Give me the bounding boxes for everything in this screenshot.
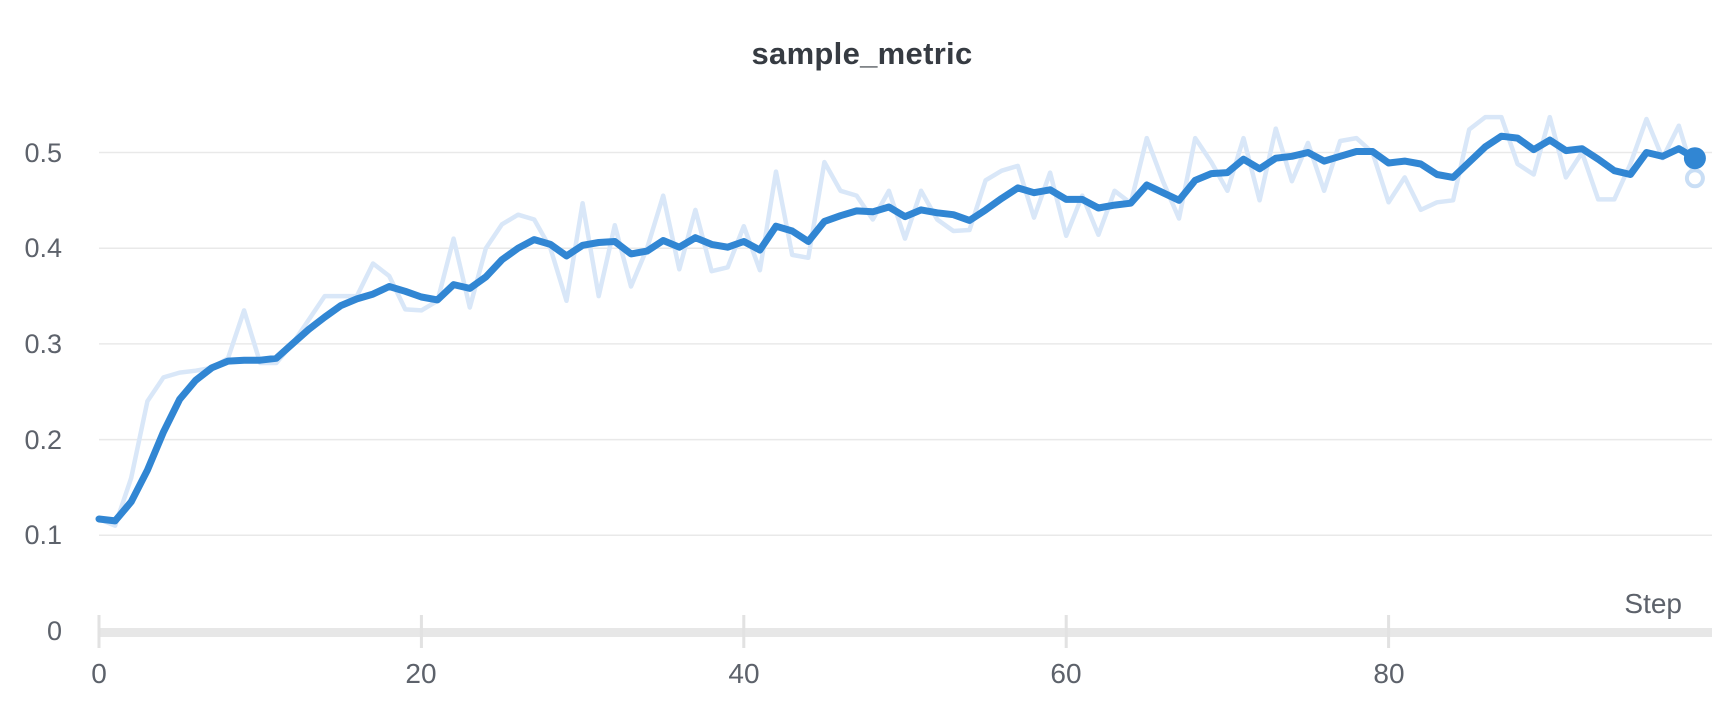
smoothed-series-line bbox=[95, 132, 1699, 525]
x-tick-label: 80 bbox=[1373, 658, 1405, 689]
x-tick-mark bbox=[1387, 615, 1391, 648]
x-tick-label: 0 bbox=[91, 658, 107, 689]
raw-end-marker bbox=[1684, 168, 1705, 189]
x-tick-mark bbox=[97, 615, 101, 648]
x-tick-label: 60 bbox=[1050, 658, 1082, 689]
x-axis-title: Step bbox=[1624, 588, 1682, 619]
x-axis-baseline-bar bbox=[99, 628, 1712, 637]
x-tick-label: 20 bbox=[405, 658, 437, 689]
x-tick-label: 40 bbox=[728, 658, 760, 689]
y-tick-label: 0.4 bbox=[24, 233, 62, 263]
y-tick-label: 0 bbox=[46, 616, 62, 646]
smoothed-end-marker bbox=[1683, 147, 1706, 170]
x-tick-mark bbox=[1064, 615, 1068, 648]
y-tick-label: 0.5 bbox=[24, 138, 62, 168]
y-tick-label: 0.2 bbox=[24, 425, 62, 455]
chart-title: sample_metric bbox=[751, 36, 973, 71]
y-tick-label: 0.3 bbox=[24, 329, 62, 359]
y-tick-label: 0.1 bbox=[24, 520, 62, 550]
x-tick-mark bbox=[419, 615, 423, 648]
x-tick-mark bbox=[742, 615, 746, 648]
